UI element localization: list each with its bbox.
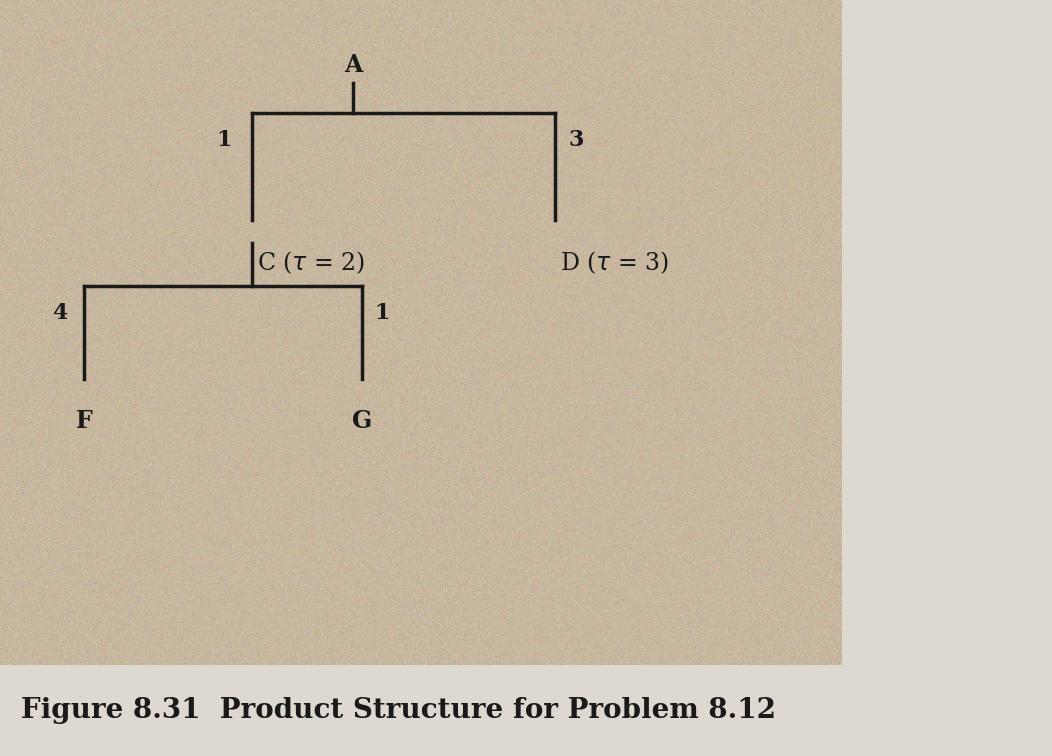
Text: 1: 1 — [216, 129, 231, 150]
Text: 1: 1 — [375, 302, 390, 324]
Text: C ($\tau$ = 2): C ($\tau$ = 2) — [257, 249, 365, 276]
Text: Figure 8.31  Product Structure for Problem 8.12: Figure 8.31 Product Structure for Proble… — [21, 697, 776, 724]
Text: D ($\tau$ = 3): D ($\tau$ = 3) — [560, 249, 669, 276]
Text: G: G — [351, 409, 372, 433]
Text: F: F — [76, 409, 93, 433]
Text: A: A — [344, 52, 363, 76]
Text: 4: 4 — [52, 302, 67, 324]
Text: 3: 3 — [568, 129, 584, 150]
